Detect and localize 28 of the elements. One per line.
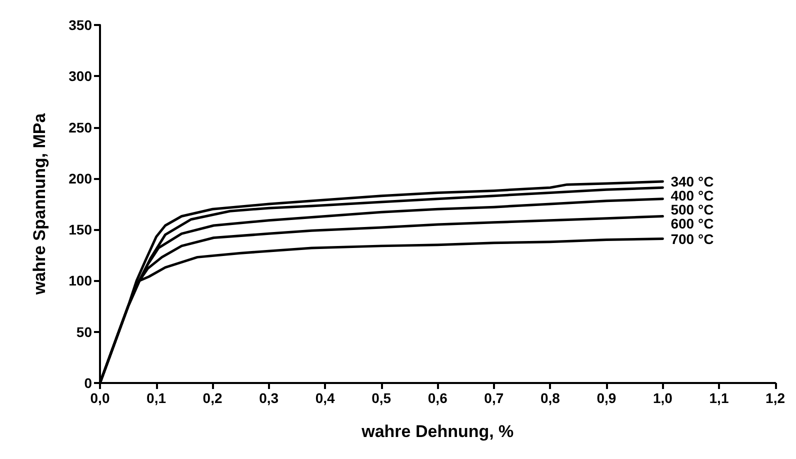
- x-tick-label: 0,9: [596, 390, 616, 406]
- x-tick-label: 0,2: [202, 390, 222, 406]
- x-tick-label: 0,7: [484, 390, 504, 406]
- y-axis-title: wahre Spannung, MPa: [30, 112, 49, 296]
- x-tick-label: 1,0: [652, 390, 673, 406]
- x-tick-label: 0,1: [146, 390, 166, 406]
- x-axis-title: wahre Dehnung, %: [360, 422, 514, 441]
- x-tick-label: 0,5: [372, 390, 392, 406]
- y-tick-label: 50: [76, 324, 92, 340]
- y-tick-label: 350: [68, 17, 92, 33]
- x-tick-label: 1,1: [709, 390, 729, 406]
- series-label: 500 °C: [670, 201, 714, 218]
- x-tick-label: 0,3: [259, 390, 279, 406]
- x-tick-label: 0,4: [315, 390, 336, 406]
- y-tick-label: 300: [68, 68, 92, 84]
- x-tick-label: 0,8: [540, 390, 560, 406]
- series-label: 340 °C: [670, 173, 714, 190]
- y-tick-label: 200: [68, 170, 92, 186]
- series-label: 400 °C: [670, 187, 714, 204]
- series-label: 600 °C: [670, 215, 714, 232]
- y-tick-label: 100: [68, 272, 92, 289]
- y-tick-label: 150: [68, 222, 92, 238]
- y-tick-label: 0: [84, 375, 92, 391]
- series-label: 700 °C: [670, 230, 714, 247]
- y-tick-label: 250: [68, 119, 92, 136]
- x-tick-label: 0,0: [90, 390, 110, 406]
- x-tick-label: 0,6: [428, 390, 448, 406]
- x-tick-label: 1,2: [766, 390, 786, 406]
